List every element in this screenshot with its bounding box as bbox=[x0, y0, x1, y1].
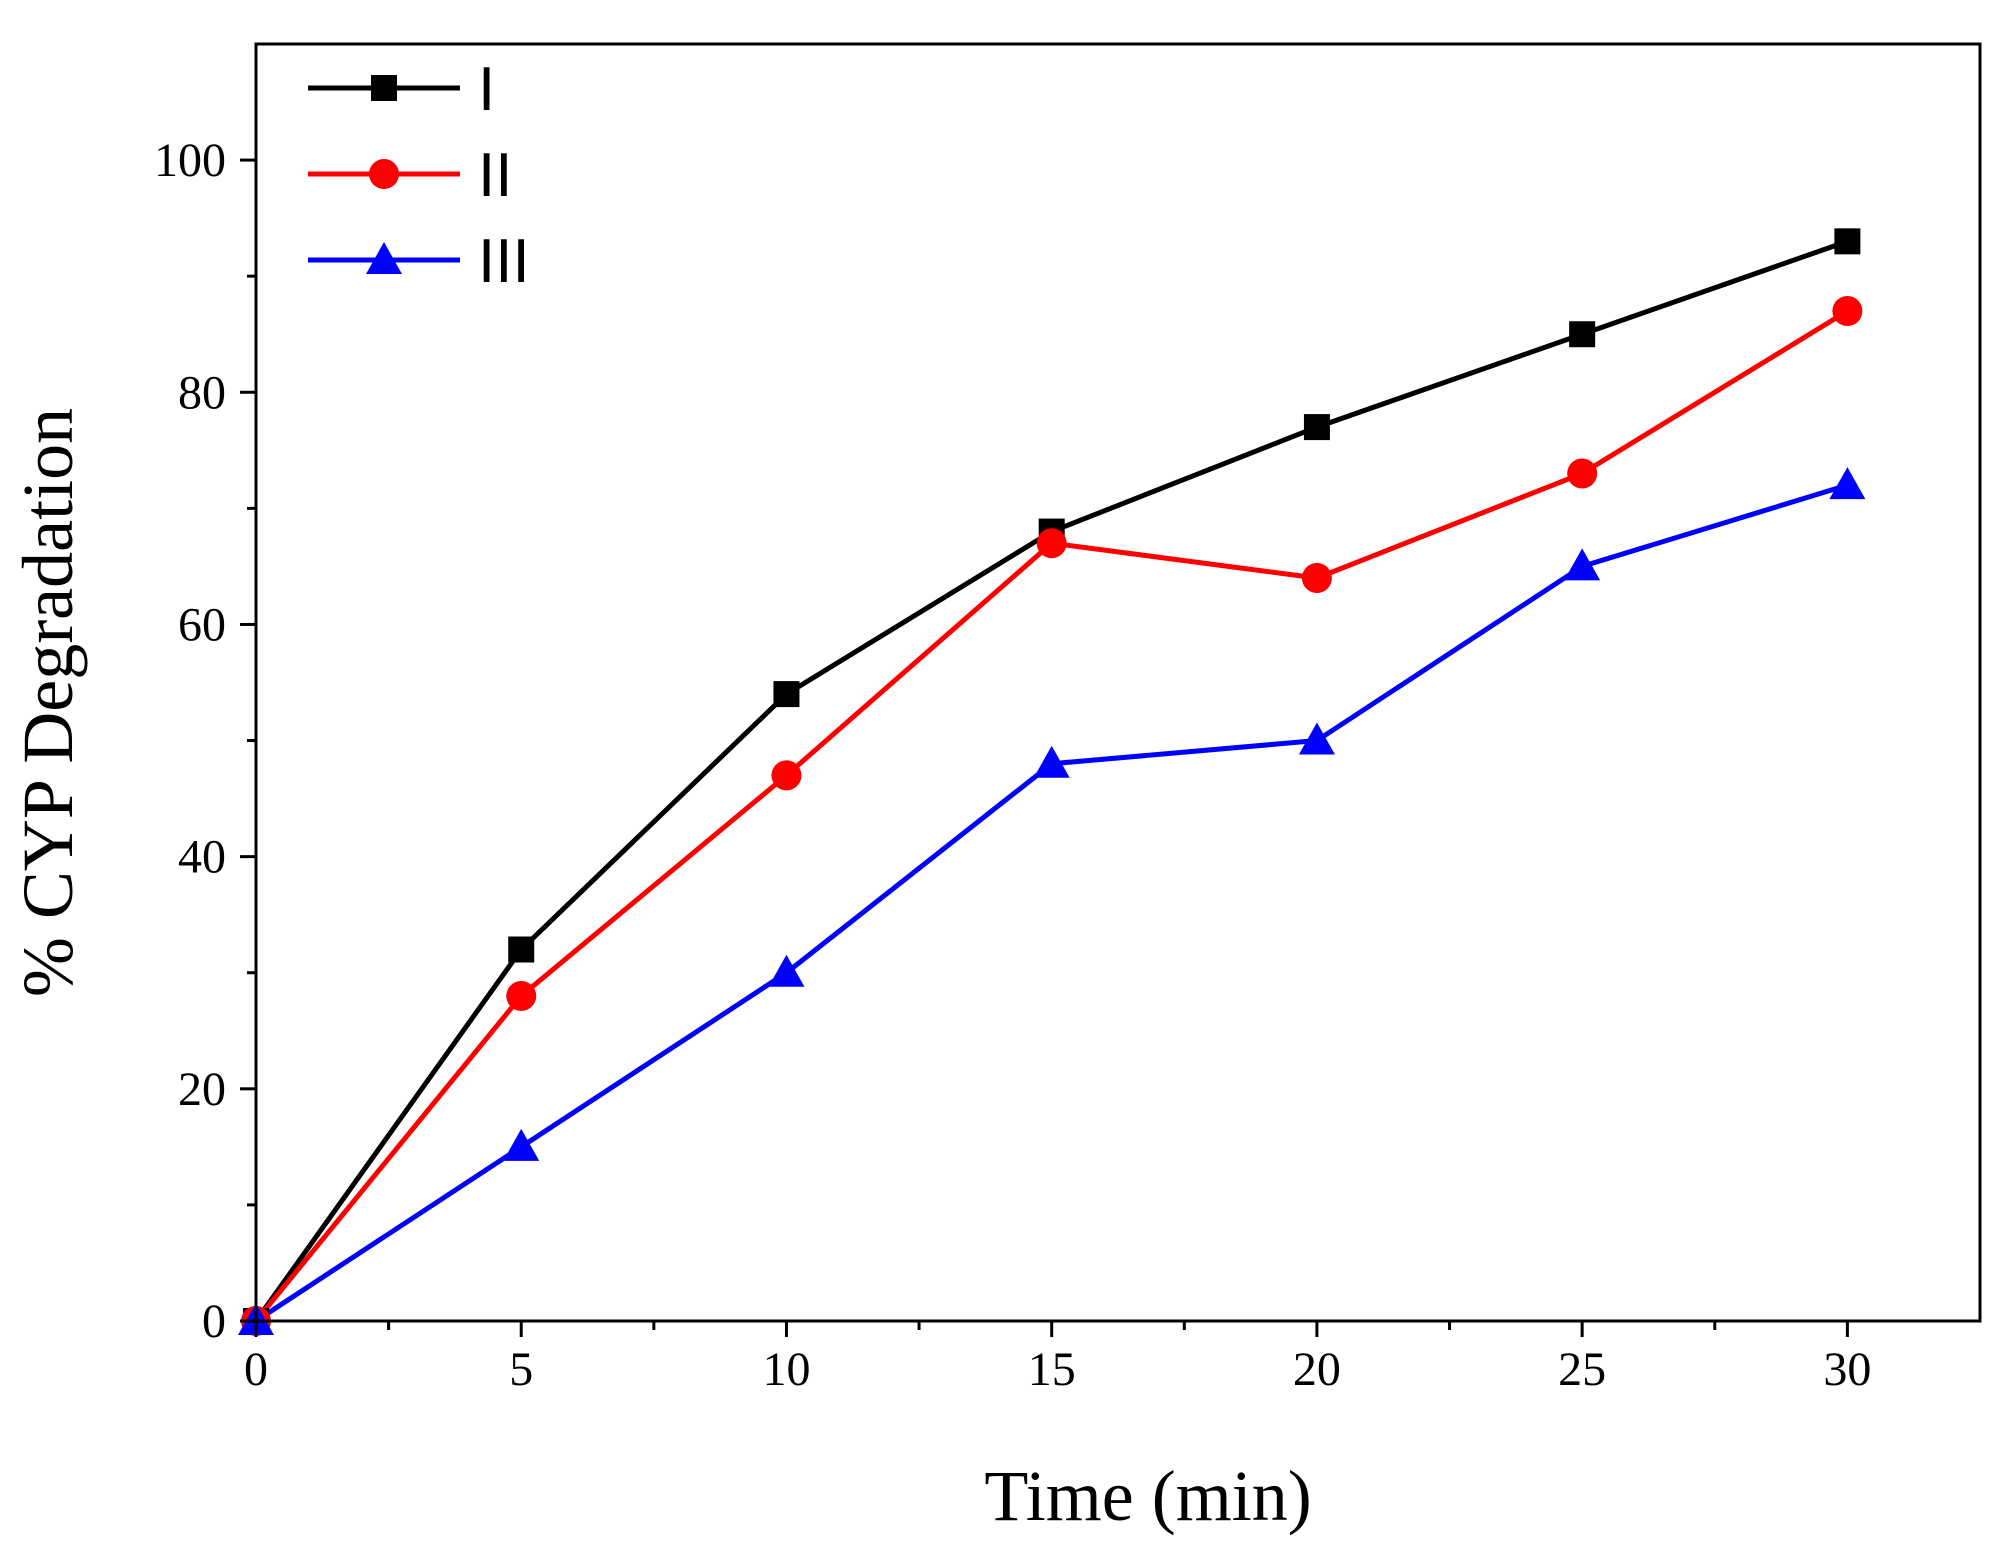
data-point-II bbox=[1567, 458, 1598, 489]
x-tick-label: 20 bbox=[1293, 1343, 1341, 1396]
y-axis-ticks: 0 20 40 60 80 100 bbox=[154, 134, 256, 1348]
series-line-II bbox=[254, 308, 1849, 1323]
x-axis-title: Time (min) bbox=[984, 1456, 1311, 1536]
data-point-II bbox=[771, 760, 802, 791]
data-point-II bbox=[1301, 563, 1332, 594]
x-tick-label: 30 bbox=[1823, 1343, 1871, 1396]
data-point-II bbox=[1832, 296, 1863, 327]
legend-marker-III bbox=[366, 242, 402, 274]
y-tick-label: 100 bbox=[154, 134, 226, 187]
plot-frame bbox=[254, 42, 1982, 1323]
data-point-III bbox=[1564, 548, 1601, 581]
legend-label-III: III bbox=[478, 227, 530, 296]
data-point-III bbox=[768, 954, 805, 987]
x-tick-label: 15 bbox=[1028, 1343, 1076, 1396]
legend-label-I: I bbox=[478, 55, 495, 124]
series-line-I bbox=[253, 238, 1849, 1323]
legend-marker-II bbox=[369, 159, 399, 189]
data-point-I bbox=[1834, 228, 1861, 255]
x-axis-ticks: 0 5 10 15 20 25 30 bbox=[244, 1321, 1871, 1396]
plot-lines bbox=[253, 238, 1849, 1324]
data-point-III bbox=[1298, 722, 1335, 755]
data-point-III bbox=[1033, 745, 1070, 778]
y-tick-label: 20 bbox=[178, 1063, 226, 1116]
legend-label-II: II bbox=[478, 141, 512, 210]
data-point-II bbox=[1036, 528, 1067, 559]
y-axis-title: % CYP Degradation bbox=[8, 408, 88, 997]
series-line-III bbox=[254, 482, 1849, 1324]
y-tick-label: 80 bbox=[178, 366, 226, 419]
y-tick-label: 0 bbox=[202, 1295, 226, 1348]
data-point-III bbox=[1829, 467, 1866, 500]
data-point-I bbox=[1569, 321, 1596, 348]
data-point-III bbox=[503, 1128, 540, 1161]
data-point-II bbox=[506, 980, 537, 1011]
plot-markers bbox=[238, 228, 1866, 1336]
x-tick-label: 5 bbox=[509, 1343, 533, 1396]
y-tick-label: 60 bbox=[178, 598, 226, 651]
data-point-I bbox=[1303, 414, 1330, 441]
x-tick-label: 25 bbox=[1558, 1343, 1606, 1396]
x-tick-label: 0 bbox=[244, 1343, 268, 1396]
x-tick-label: 10 bbox=[762, 1343, 810, 1396]
data-point-I bbox=[773, 681, 800, 708]
legend-marker-I bbox=[371, 75, 397, 101]
y-tick-label: 40 bbox=[178, 831, 226, 884]
data-point-I bbox=[508, 936, 535, 963]
